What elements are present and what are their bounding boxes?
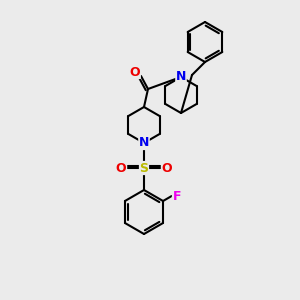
Text: O: O [130, 65, 140, 79]
Text: S: S [140, 161, 148, 175]
Text: N: N [176, 70, 186, 83]
Text: O: O [116, 161, 126, 175]
Text: N: N [139, 136, 149, 149]
Text: F: F [172, 190, 181, 202]
Text: O: O [162, 161, 172, 175]
